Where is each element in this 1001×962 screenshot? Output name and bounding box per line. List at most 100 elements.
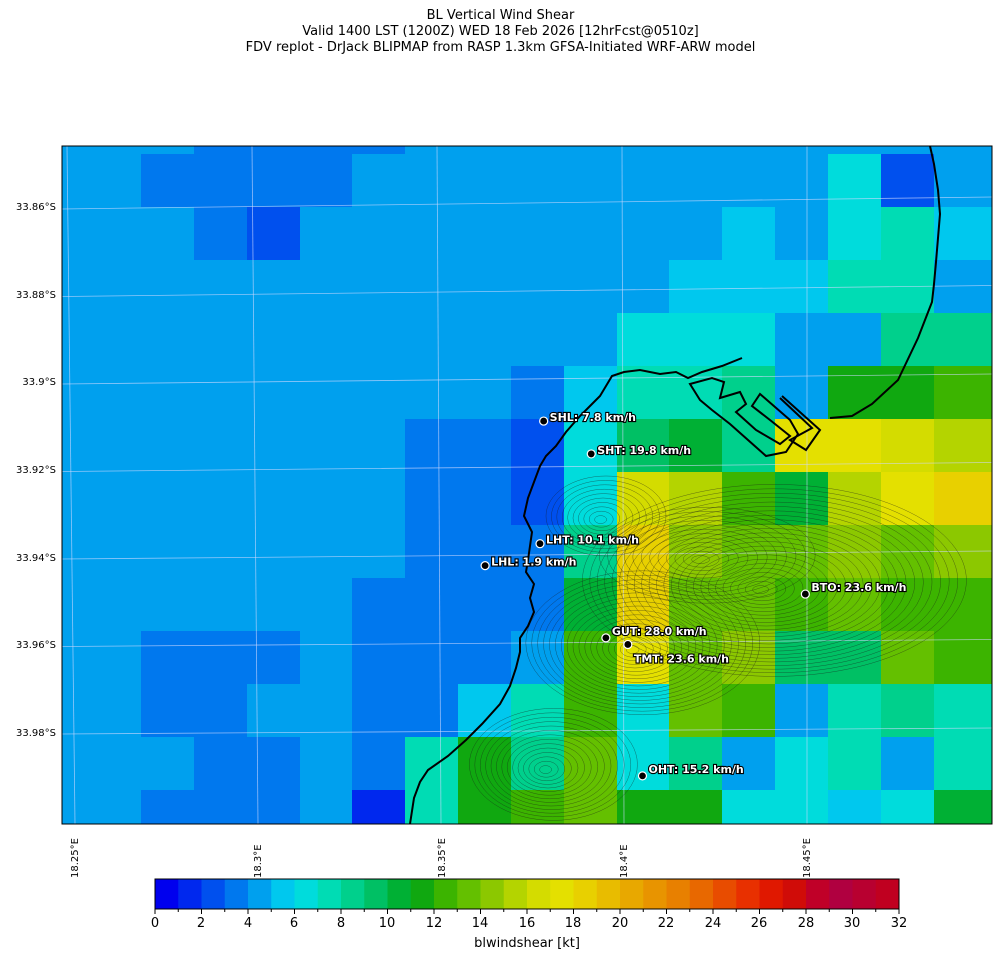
shear-cell (405, 525, 459, 579)
shear-cell (828, 366, 882, 420)
shear-cell (458, 578, 512, 632)
terrain-contours (469, 475, 967, 821)
colorbar-swatch (480, 879, 505, 909)
shear-cell (194, 146, 248, 155)
shear-cell (564, 684, 618, 738)
shear-cell (511, 684, 565, 738)
contour-line (640, 528, 768, 586)
title-line-2: Valid 1400 LST (1200Z) WED 18 Feb 2026 [… (302, 24, 699, 39)
shear-cell (405, 419, 459, 473)
station-dot (637, 771, 648, 781)
colorbar-tick: 16 (518, 916, 536, 931)
shear-cell (352, 207, 406, 261)
shear-cell (141, 790, 195, 825)
shear-cell (247, 154, 301, 208)
map-frame (61, 145, 993, 825)
contour-line (598, 506, 816, 604)
colorbar-tick: 8 (336, 916, 346, 931)
shear-grid (62, 146, 993, 825)
colorbar-swatch (434, 879, 458, 909)
shear-cell (247, 472, 301, 526)
shear-cell (247, 631, 301, 685)
station: SHT: 19.8 km/h (586, 443, 692, 459)
shear-cell (511, 154, 565, 208)
shear-cell (458, 631, 512, 685)
colorbar-swatch (713, 879, 737, 909)
contour-line (663, 532, 873, 638)
shear-cell (141, 207, 195, 261)
colorbar-swatch (201, 879, 226, 909)
station: OHT: 15.2 km/h (637, 762, 745, 781)
colorbar-swatch (736, 879, 760, 909)
contour-line (632, 524, 778, 590)
colorbar-tick: 22 (657, 916, 675, 931)
shear-cell (62, 146, 142, 155)
colorbar-tick: 32 (890, 916, 908, 931)
contour-line (582, 484, 967, 677)
shear-cell (300, 472, 353, 526)
shear-cell (669, 154, 723, 208)
shear-cell (828, 737, 882, 791)
shear-cell (405, 737, 459, 791)
shear-cell (352, 472, 406, 526)
lon-label: 18.25°E (70, 838, 81, 878)
shear-cell (617, 260, 670, 314)
colorbar-tick: 20 (611, 916, 629, 931)
shear-cell (722, 684, 776, 738)
shear-cell (405, 260, 459, 314)
shear-cell (511, 366, 565, 420)
shear-cell (352, 154, 406, 208)
colorbar-swatch (387, 879, 412, 909)
station-dot (623, 639, 633, 650)
contour-line (583, 506, 621, 532)
shear-cell (775, 737, 829, 791)
shear-cell (62, 419, 142, 473)
contour-line (608, 632, 661, 665)
shear-cell (511, 578, 565, 632)
shear-cell (669, 631, 723, 685)
contour-line (615, 515, 797, 597)
colorbar-swatch (806, 879, 830, 909)
contour-line (531, 574, 753, 712)
colorbar-tick: 2 (196, 916, 206, 931)
shear-cell (564, 419, 618, 473)
contour-line (594, 515, 607, 524)
contour-line (619, 506, 924, 659)
shear-cell (141, 525, 195, 579)
shear-cell (511, 525, 565, 579)
lat-label: 33.9°S (22, 377, 56, 388)
colorbar-swatch (178, 879, 202, 909)
station-label: GUT: 28.0 km/h (612, 625, 707, 638)
station-dot (539, 416, 549, 426)
contour-line (578, 610, 697, 683)
shear-cell (828, 207, 882, 261)
shear-cell (405, 684, 459, 738)
colorbar-tick: 28 (797, 916, 815, 931)
shear-cell (194, 419, 248, 473)
shear-cell (458, 525, 512, 579)
shear-cell (828, 472, 882, 526)
shear-cell (511, 313, 565, 367)
shear-cell (194, 207, 248, 261)
graticule (61, 145, 993, 825)
shear-cell (722, 366, 776, 420)
shear-cell (617, 207, 670, 261)
colorbar-swatch (317, 879, 342, 909)
shear-cell (881, 737, 935, 791)
contour-line (619, 640, 647, 658)
shear-cell (300, 737, 353, 791)
lat-label: 33.96°S (16, 640, 56, 651)
colorbar-swatch (782, 879, 807, 909)
contour-line (737, 576, 787, 602)
shear-cell (194, 790, 248, 825)
shear-cell (617, 790, 670, 825)
colorbar-swatch (550, 879, 574, 909)
colorbar-swatch (527, 879, 551, 909)
shear-cell (511, 790, 565, 825)
shear-cell (722, 260, 776, 314)
shear-cell (881, 207, 935, 261)
contour-line (649, 533, 758, 582)
contour-line (678, 541, 855, 630)
shear-cell (881, 684, 935, 738)
colorbar-swatch (410, 879, 435, 909)
